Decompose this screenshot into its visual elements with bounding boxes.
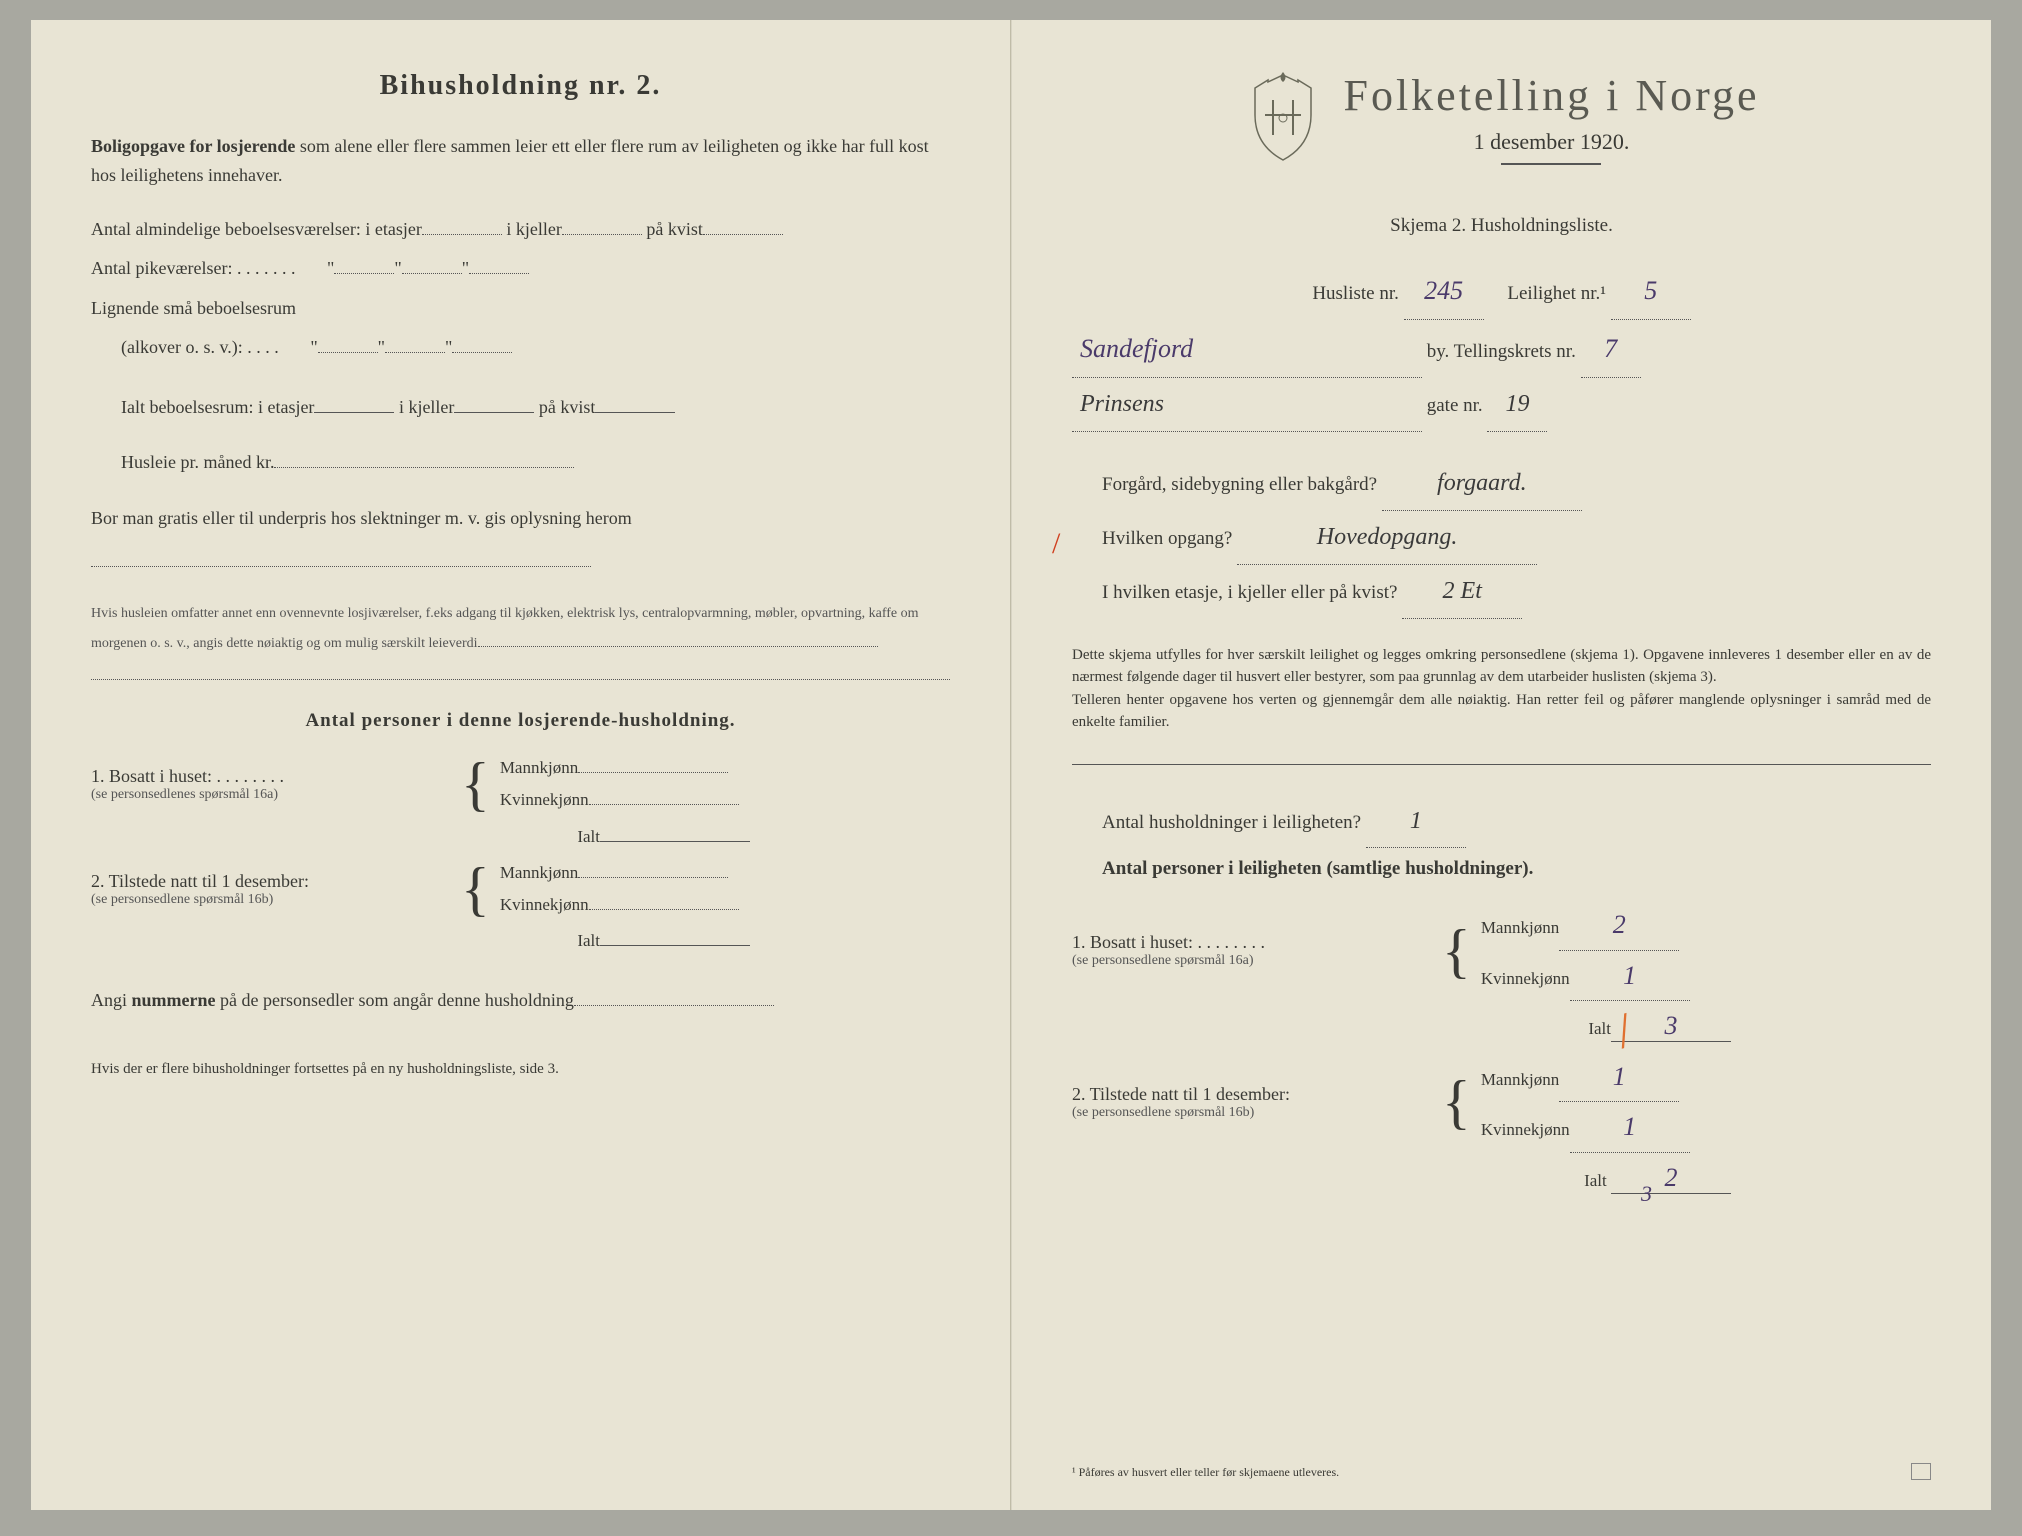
l2: Antal pikeværelser: . . . . . . . """: [91, 249, 950, 289]
l3b: (alkover o. s. v.): . . . . """: [121, 328, 950, 368]
left-footer: Hvis der er flere bihusholdninger fortse…: [91, 1061, 950, 1078]
main-title: Folketelling i Norge: [1343, 70, 1759, 121]
brace-icon: {: [1442, 936, 1471, 966]
l1: Antal almindelige beboelsesværelser: i e…: [91, 210, 950, 250]
husliste-row: Husliste nr. 245 Leilighet nr.¹ 5: [1072, 262, 1931, 320]
l3a: Lignende små beboelsesrum: [91, 289, 950, 329]
gate-nr: 19: [1487, 378, 1547, 432]
brace-icon: {: [1442, 1087, 1471, 1117]
bosatt-row: 1. Bosatt i huset: . . . . . . . . (se p…: [91, 752, 950, 817]
l7: Hvis husleien omfatter annet enn ovennev…: [91, 599, 950, 661]
page-right: Folketelling i Norge 1 desember 1920. Sk…: [1011, 20, 1991, 1510]
instructions: Dette skjema utfylles for hver særskilt …: [1072, 644, 1931, 734]
krets-val: 7: [1581, 320, 1641, 378]
footnote: ¹ Påføres av husvert eller teller før sk…: [1072, 1465, 1339, 1480]
date: 1 desember 1920.: [1343, 129, 1759, 155]
k2: 1: [1570, 1102, 1690, 1152]
skjema-line: Skjema 2. Husholdningsliste.: [1072, 215, 1931, 237]
bolig-intro: Boligopgave for losjerende som alene ell…: [91, 132, 950, 190]
i2: 2: [1665, 1163, 1678, 1192]
by-val: Sandefjord: [1072, 320, 1422, 378]
document-spread: Bihusholdning nr. 2. Boligopgave for los…: [31, 20, 1991, 1510]
l5: Husleie pr. måned kr.: [121, 443, 950, 483]
left-title: Bihusholdning nr. 2.: [91, 70, 950, 102]
m1: 2: [1559, 900, 1679, 950]
husliste-val: 245: [1404, 262, 1484, 320]
tilstede-row: 2. Tilstede natt til 1 desember: (se per…: [91, 857, 950, 922]
antal-hush: Antal husholdninger i leiligheten? 1: [1102, 795, 1931, 849]
title-block: Folketelling i Norge 1 desember 1920.: [1072, 70, 1931, 195]
gate-row: Prinsens gate nr. 19: [1072, 378, 1931, 432]
red-mark: /: [1052, 511, 1060, 577]
antal-hush-val: 1: [1366, 795, 1466, 849]
bosatt-row-r: 1. Bosatt i huset: . . . . . . . . (se p…: [1072, 900, 1931, 1001]
gate-name: Prinsens: [1072, 378, 1422, 432]
crest-icon: [1243, 70, 1323, 170]
leilighet-val: 5: [1611, 262, 1691, 320]
l4: Ialt beboelsesrum: i etasjer i kjeller p…: [121, 388, 950, 428]
q1-val: forgaard.: [1382, 457, 1582, 511]
q2-val: Hovedopgang.: [1237, 511, 1537, 565]
q3-val: 2 Et: [1402, 565, 1522, 619]
brace-icon: {: [461, 769, 490, 799]
m2: 1: [1559, 1052, 1679, 1102]
sec2-title: Antal personer i denne losjerende-hushol…: [91, 710, 950, 732]
antal-pers: Antal personer i leiligheten (samtlige h…: [1102, 848, 1931, 890]
print-mark: [1911, 1463, 1932, 1480]
q3: I hvilken etasje, i kjeller eller på kvi…: [1102, 565, 1931, 619]
angi: Angi nummerne på de personsedler som ang…: [91, 981, 950, 1021]
bolig-bold: Boligopgave for losjerende: [91, 136, 295, 156]
k1: 1: [1570, 951, 1690, 1001]
l6: Bor man gratis eller til underpris hos s…: [91, 497, 950, 583]
by-row: Sandefjord by. Tellingskrets nr. 7: [1072, 320, 1931, 378]
q1: Forgård, sidebygning eller bakgård? forg…: [1102, 457, 1931, 511]
i2b: 3: [1641, 1181, 1652, 1207]
q2: / Hvilken opgang? Hovedopgang.: [1102, 511, 1931, 565]
brace-icon: {: [461, 874, 490, 904]
page-left: Bihusholdning nr. 2. Boligopgave for los…: [31, 20, 1011, 1510]
tilstede-row-r: 2. Tilstede natt til 1 desember: (se per…: [1072, 1052, 1931, 1153]
